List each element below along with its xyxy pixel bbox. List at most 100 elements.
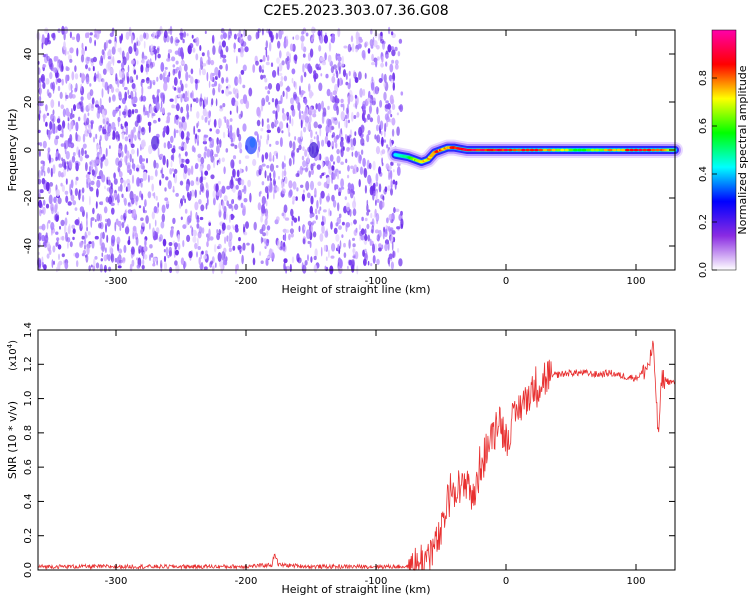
- spectrogram-noise-speck: [266, 133, 270, 142]
- spectrogram-noise-speck: [169, 229, 174, 238]
- spectrogram-noise-speck: [313, 136, 316, 140]
- spectrogram-noise-speck: [305, 180, 310, 191]
- spectrogram-noise-speck: [349, 188, 354, 199]
- spectrogram-noise-speck: [49, 182, 54, 187]
- spectrogram-noise-speck: [337, 244, 340, 251]
- spectrogram-noise-speck: [262, 232, 266, 237]
- spectrogram-noise-speck: [378, 243, 382, 248]
- spectrogram-noise-speck: [151, 183, 154, 192]
- spectrogram-noise-speck: [324, 156, 329, 161]
- spectrogram-noise-speck: [128, 94, 132, 99]
- spectrogram-noise-speck: [127, 239, 131, 246]
- spectrogram-noise-speck: [43, 170, 46, 177]
- spectrogram-noise-speck: [101, 242, 106, 253]
- spectrogram-noise-speck: [292, 195, 296, 202]
- spectrogram-noise-speck: [172, 64, 176, 68]
- spectrogram-noise-speck: [265, 230, 269, 236]
- spectrogram-noise-speck: [193, 125, 196, 135]
- spectrogram-noise-speck: [364, 228, 367, 235]
- spectrogram-noise-speck: [117, 166, 120, 173]
- spectrogram-noise-speck: [176, 103, 180, 112]
- spectrogram-noise-speck: [138, 205, 142, 209]
- spectrogram-noise-speck: [367, 209, 371, 213]
- spectrogram-noise-speck: [160, 107, 162, 113]
- spectrogram-noise-speck: [279, 80, 284, 87]
- spectrogram-noise-speck: [308, 106, 313, 116]
- spectrogram-noise-speck: [85, 76, 90, 85]
- spectrogram-noise-speck: [64, 161, 66, 171]
- spectrogram-noise-speck: [320, 29, 323, 37]
- spectrogram-noise-speck: [199, 67, 202, 76]
- spectrogram-noise-speck: [48, 92, 52, 99]
- spectrogram-noise-speck: [47, 147, 51, 153]
- spectrogram-noise-speck: [363, 168, 368, 178]
- spectrogram-noise-speck: [90, 58, 95, 63]
- spectrogram-noise-speck: [191, 34, 194, 39]
- spectrogram-noise-speck: [196, 111, 200, 119]
- spectrogram-noise-speck: [218, 203, 221, 212]
- spectrogram-noise-speck: [141, 193, 144, 201]
- spectrogram-noise-speck: [302, 189, 305, 193]
- spectrogram-noise-speck: [121, 98, 126, 104]
- spectrogram-noise-speck: [225, 148, 229, 153]
- spectrogram-noise-speck: [286, 51, 290, 58]
- spectrogram-noise-speck: [106, 234, 109, 243]
- spectrogram-noise-speck: [336, 105, 339, 116]
- spectrogram-noise-speck: [151, 211, 155, 220]
- spectrogram-noise-speck: [225, 63, 228, 72]
- spectrogram-noise-speck: [57, 153, 61, 161]
- spectrogram-noise-speck: [380, 39, 385, 44]
- spectrogram-noise-speck: [200, 176, 203, 183]
- spectrogram-noise-speck: [302, 264, 307, 274]
- spectrogram-noise-speck: [352, 208, 357, 216]
- spectrogram-noise-speck: [304, 149, 308, 157]
- spectrogram-noise-speck: [275, 140, 279, 145]
- spectrogram-noise-speck: [182, 240, 185, 248]
- spectrogram-noise-speck: [138, 249, 141, 254]
- spectrogram-noise-speck: [279, 137, 283, 148]
- spectrogram-noise-speck: [68, 82, 72, 91]
- spectrogram-noise-speck: [228, 239, 232, 248]
- spectrogram-noise-speck: [89, 83, 92, 87]
- spectrogram-noise-speck: [310, 256, 313, 263]
- spectrogram-noise-speck: [115, 73, 118, 82]
- spectrogram-noise-speck: [173, 242, 178, 248]
- spectrogram-noise-speck: [289, 228, 294, 234]
- spectrogram-noise-speck: [299, 85, 301, 96]
- spectrogram-noise-speck: [383, 73, 387, 84]
- spectrogram-noise-speck: [82, 133, 86, 143]
- spectrogram-noise-speck: [196, 176, 199, 182]
- spectrogram-noise-speck: [369, 39, 374, 47]
- spectrogram-noise-speck: [139, 154, 143, 165]
- spectrogram-noise-speck: [195, 36, 200, 47]
- spectrogram-noise-speck: [269, 163, 275, 172]
- spectrogram-noise-speck: [85, 64, 88, 70]
- spectrogram-noise-speck: [212, 87, 216, 96]
- spectrogram-noise-speck: [183, 142, 187, 151]
- spectrogram-noise-speck: [259, 135, 263, 140]
- spectrogram-noise-speck: [304, 226, 306, 231]
- spectrogram-noise-speck: [207, 56, 211, 66]
- spectrogram-noise-speck: [48, 194, 53, 205]
- spectrogram-noise-speck: [195, 53, 199, 61]
- spectrogram-noise-speck: [244, 46, 249, 53]
- spectrogram-noise-speck: [57, 78, 62, 83]
- spectrogram-noise-speck: [55, 126, 58, 134]
- spectrogram-noise-speck: [271, 98, 275, 103]
- spectrogram-noise-speck: [310, 224, 314, 233]
- spectrogram-noise-speck: [239, 249, 242, 254]
- spectrogram-noise-speck: [226, 200, 229, 207]
- spectrogram-noise-speck: [143, 40, 146, 49]
- spectrogram-noise-speck: [293, 217, 298, 223]
- spectrogram-ylabel: Frequency (Hz): [6, 109, 19, 192]
- spectrogram-noise-speck: [306, 122, 311, 131]
- spectrogram-noise-speck: [331, 165, 335, 171]
- spectrogram-noise-speck: [101, 174, 106, 183]
- spectrogram-noise-speck: [194, 242, 198, 250]
- spectrogram-noise-speck: [328, 42, 332, 52]
- spectrogram-noise-speck: [117, 116, 121, 123]
- spectrogram-noise-speck: [398, 38, 403, 44]
- spectrogram-noise-speck: [175, 60, 179, 65]
- spectrogram-noise-speck: [38, 95, 42, 102]
- spectrogram-noise-speck: [265, 40, 268, 49]
